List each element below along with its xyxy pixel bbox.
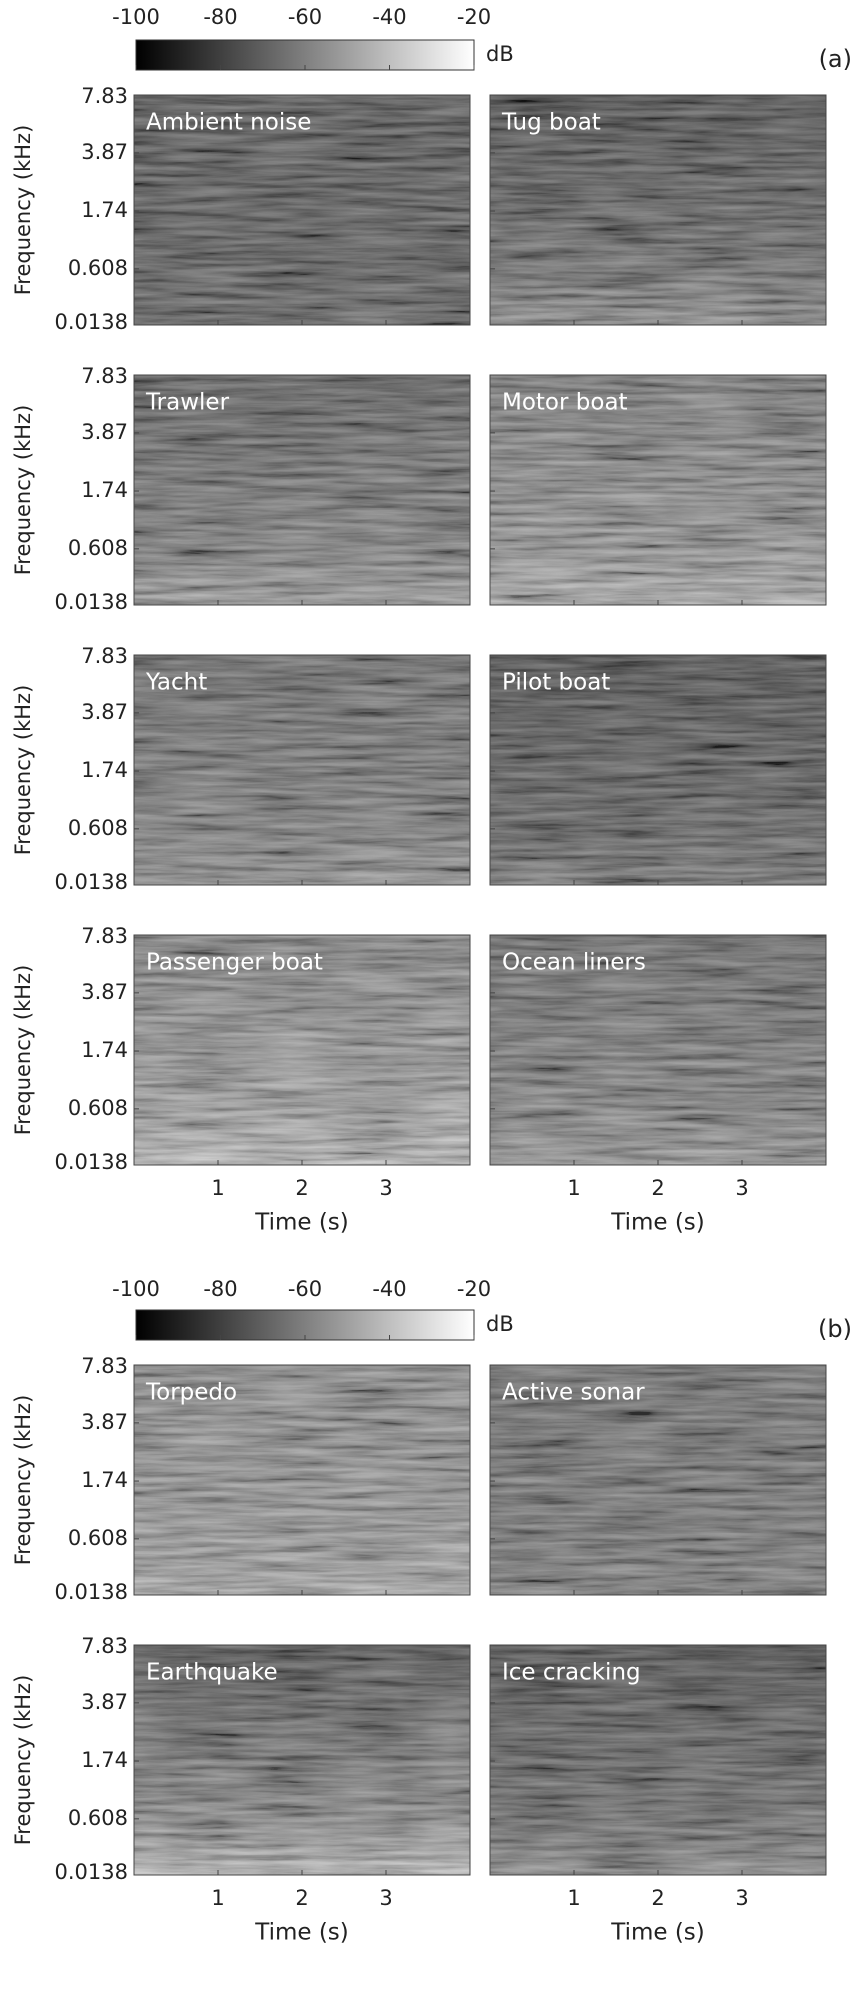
- y-axis-label: Frequency (kHz): [11, 405, 35, 576]
- x-tick-label: 2: [295, 1176, 308, 1200]
- panel-title: Motor boat: [502, 390, 628, 416]
- y-axis-label: Frequency (kHz): [11, 125, 35, 296]
- spectrogram-texture: [134, 95, 470, 325]
- y-tick-label: 3.87: [81, 1690, 128, 1714]
- spectrogram-texture: [134, 935, 470, 1165]
- panel-label: (b): [818, 1315, 852, 1343]
- colorbar-label: dB: [486, 42, 514, 66]
- y-axis-label: Frequency (kHz): [11, 965, 35, 1136]
- y-tick-label: 0.0138: [55, 870, 128, 894]
- panel-title: Torpedo: [145, 1380, 237, 1406]
- panel-title: Earthquake: [146, 1660, 278, 1686]
- spectrogram-texture: [490, 655, 826, 885]
- colorbar-tick-label: -60: [288, 1277, 322, 1301]
- y-tick-label: 0.608: [68, 536, 128, 560]
- x-tick-label: 2: [651, 1886, 664, 1910]
- y-tick-label: 3.87: [81, 420, 128, 444]
- panel-title: Yacht: [145, 670, 207, 696]
- y-tick-label: 1.74: [81, 478, 128, 502]
- x-axis-label: Time (s): [254, 1210, 349, 1236]
- y-tick-label: 3.87: [81, 980, 128, 1004]
- x-axis-label: Time (s): [610, 1210, 705, 1236]
- colorbar-tick-label: -40: [372, 1277, 406, 1301]
- y-tick-label: 0.608: [68, 256, 128, 280]
- x-axis-label: Time (s): [610, 1920, 705, 1946]
- colorbar-tick-label: -80: [203, 1277, 237, 1301]
- panel-title: Ambient noise: [146, 110, 311, 136]
- spectrogram-texture: [490, 95, 826, 325]
- x-tick-label: 3: [735, 1176, 748, 1200]
- y-tick-label: 0.608: [68, 816, 128, 840]
- colorbar-tick-label: -60: [288, 5, 322, 29]
- y-tick-label: 7.83: [81, 644, 128, 668]
- y-axis-label: Frequency (kHz): [11, 1675, 35, 1846]
- y-tick-label: 1.74: [81, 1748, 128, 1772]
- x-tick-label: 3: [735, 1886, 748, 1910]
- panel-label: (a): [819, 45, 852, 73]
- y-tick-label: 3.87: [81, 140, 128, 164]
- y-tick-label: 0.0138: [55, 1580, 128, 1604]
- y-tick-label: 0.0138: [55, 310, 128, 334]
- y-tick-label: 0.608: [68, 1806, 128, 1830]
- y-tick-label: 1.74: [81, 1468, 128, 1492]
- colorbar-tick-label: -100: [112, 5, 160, 29]
- y-tick-label: 1.74: [81, 758, 128, 782]
- x-tick-label: 3: [379, 1176, 392, 1200]
- spectrogram-texture: [490, 375, 826, 605]
- y-tick-label: 1.74: [81, 198, 128, 222]
- y-tick-label: 3.87: [81, 700, 128, 724]
- x-tick-label: 1: [567, 1176, 580, 1200]
- colorbar-tick-label: -20: [457, 1277, 491, 1301]
- y-tick-label: 0.608: [68, 1096, 128, 1120]
- spectrogram-texture: [490, 1365, 826, 1595]
- y-tick-label: 7.83: [81, 84, 128, 108]
- x-tick-label: 1: [211, 1886, 224, 1910]
- panel-title: Active sonar: [502, 1380, 645, 1406]
- x-tick-label: 2: [295, 1886, 308, 1910]
- x-tick-label: 3: [379, 1886, 392, 1910]
- spectrogram-texture: [134, 375, 470, 605]
- panel-title: Passenger boat: [146, 950, 323, 976]
- panel-title: Ice cracking: [502, 1660, 641, 1686]
- colorbar-tick-label: -40: [372, 5, 406, 29]
- panel-title: Tug boat: [501, 110, 601, 136]
- spectrogram-texture: [134, 1365, 470, 1595]
- y-tick-label: 7.83: [81, 1354, 128, 1378]
- panel-title: Trawler: [145, 390, 230, 416]
- x-tick-label: 2: [651, 1176, 664, 1200]
- y-tick-label: 1.74: [81, 1038, 128, 1062]
- colorbar-tick-label: -20: [457, 5, 491, 29]
- spectrogram-texture: [134, 1645, 470, 1875]
- x-tick-label: 1: [567, 1886, 580, 1910]
- y-tick-label: 0.0138: [55, 1860, 128, 1884]
- panel-title: Ocean liners: [502, 950, 646, 976]
- y-tick-label: 3.87: [81, 1410, 128, 1434]
- y-tick-label: 7.83: [81, 1634, 128, 1658]
- colorbar-tick-label: -100: [112, 1277, 160, 1301]
- y-axis-label: Frequency (kHz): [11, 685, 35, 856]
- spectrogram-texture: [134, 655, 470, 885]
- y-tick-label: 7.83: [81, 924, 128, 948]
- y-axis-label: Frequency (kHz): [11, 1395, 35, 1566]
- panel-title: Pilot boat: [502, 670, 610, 696]
- y-tick-label: 0.608: [68, 1526, 128, 1550]
- x-axis-label: Time (s): [254, 1920, 349, 1946]
- y-tick-label: 0.0138: [55, 590, 128, 614]
- colorbar-label: dB: [486, 1312, 514, 1336]
- y-tick-label: 0.0138: [55, 1150, 128, 1174]
- x-tick-label: 1: [211, 1176, 224, 1200]
- spectrogram-texture: [490, 935, 826, 1165]
- y-tick-label: 7.83: [81, 364, 128, 388]
- spectrogram-texture: [490, 1645, 826, 1875]
- colorbar-tick-label: -80: [203, 5, 237, 29]
